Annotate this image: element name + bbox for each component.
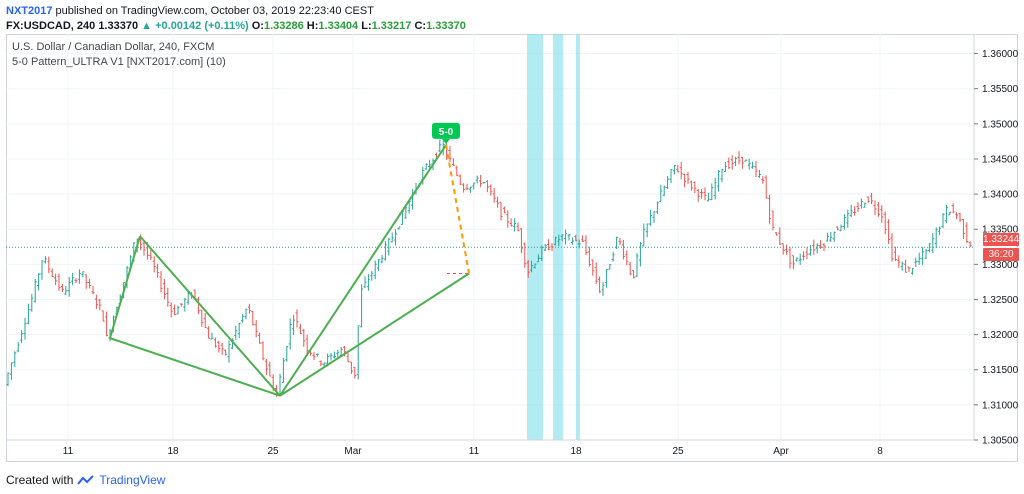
published-text: published on TradingView.com, October 03… xyxy=(55,5,374,17)
pattern-label-text: 5-0 xyxy=(439,127,454,138)
created-with-text: Created with xyxy=(6,473,74,487)
time-tick-label: Apr xyxy=(773,446,789,457)
time-tick-label: Mar xyxy=(344,446,362,457)
highlight-zone xyxy=(553,34,563,440)
publish-header: NXT2017 published on TradingView.com, Oc… xyxy=(6,4,374,18)
price-tick-label: 1.31500 xyxy=(982,365,1018,376)
chart-legend: U.S. Dollar / Canadian Dollar, 240, FXCM… xyxy=(12,40,226,70)
time-tick-label: 25 xyxy=(267,446,279,457)
high-label: H: xyxy=(306,20,319,32)
pattern-leg xyxy=(109,337,281,397)
open-value: 1.33286 xyxy=(263,20,304,32)
pattern-label-pointer xyxy=(442,138,450,144)
legend-indicator[interactable]: 5-0 Pattern_ULTRA V1 [NXT2017.com] (10) xyxy=(12,56,226,68)
price-tick-label: 1.31000 xyxy=(982,400,1018,411)
up-arrow-icon: ▲ xyxy=(141,20,153,32)
legend-title: U.S. Dollar / Canadian Dollar, 240, FXCM xyxy=(12,41,215,53)
pattern-label-box xyxy=(432,122,460,139)
pattern-leg xyxy=(279,272,470,397)
low-label: L: xyxy=(361,20,372,32)
close-value: 1.33370 xyxy=(426,20,466,32)
ohlc-header: FX:USDCAD, 240 1.33370 ▲ +0.00142 (+0.11… xyxy=(6,19,466,33)
price-tick-label: 1.32500 xyxy=(982,295,1018,306)
time-tick-label: 25 xyxy=(672,446,684,457)
price-tick-label: 1.30500 xyxy=(982,436,1018,447)
publisher-link[interactable]: NXT2017 xyxy=(6,5,53,17)
highlight-zone xyxy=(576,34,580,440)
tradingview-brand[interactable]: TradingView xyxy=(99,473,166,487)
highlight-zone xyxy=(527,34,543,440)
symbol-line: FX:USDCAD, 240 xyxy=(6,20,96,32)
price-tick-label: 1.36000 xyxy=(982,49,1018,60)
price-tick-label: 1.33000 xyxy=(982,260,1018,271)
footer: Created with TradingView xyxy=(6,472,165,488)
change-value: +0.00142 (+0.11%) xyxy=(155,20,249,32)
price-tick-label: 1.32000 xyxy=(982,330,1018,341)
price-tick-label: 1.34500 xyxy=(982,154,1018,165)
price-tick-label: 1.34000 xyxy=(982,190,1018,201)
pattern-leg xyxy=(109,235,141,339)
time-tick-label: 18 xyxy=(167,446,179,457)
countdown-tag: 36:20 xyxy=(983,248,1019,261)
price-tick-label: 1.33500 xyxy=(982,225,1018,236)
pattern-leg xyxy=(139,235,281,397)
close-label: C: xyxy=(414,20,427,32)
time-tick-label: 8 xyxy=(877,446,883,457)
time-tick-label: 11 xyxy=(469,446,480,457)
time-tick-label: 11 xyxy=(63,446,74,457)
tradingview-logo-icon xyxy=(77,475,95,485)
current-price-tag: 1.33244 xyxy=(983,233,1020,246)
price-chart[interactable]: 1.36000 1.35500 1.35000 1.34500 1.34000 1.335… xyxy=(6,34,1018,462)
price-tick-label: 1.35000 xyxy=(982,119,1018,130)
projection-line xyxy=(445,144,470,274)
low-value: 1.33217 xyxy=(371,20,412,32)
high-value: 1.33404 xyxy=(318,20,359,32)
chart-frame[interactable] xyxy=(6,34,1018,462)
open-label: O: xyxy=(251,20,264,32)
time-tick-label: 18 xyxy=(570,446,582,457)
pattern-leg xyxy=(279,144,447,397)
price-tick-label: 1.35500 xyxy=(982,84,1018,95)
last-price: 1.33370 xyxy=(98,20,139,32)
